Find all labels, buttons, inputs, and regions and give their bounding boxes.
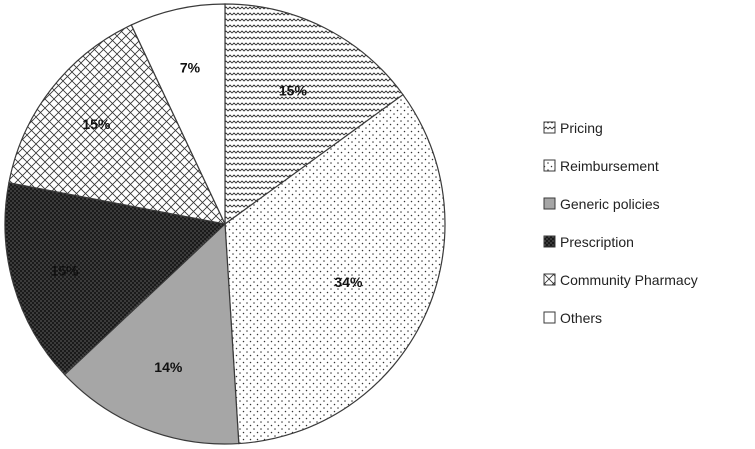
- slice-label-pricing: 15%: [279, 83, 308, 99]
- pie-slice-labels: 15% 34% 14% 15% 15% 7%: [50, 59, 363, 375]
- slice-label-reimbursement: 34%: [334, 274, 363, 290]
- pie-slice-others: [130, 3, 226, 225]
- pie-slice-prescription: [4, 182, 227, 376]
- pie-slice-generic-policies: [63, 222, 240, 445]
- legend-swatch-reimbursement: [543, 159, 556, 172]
- legend-label-pricing: Pricing: [560, 120, 603, 136]
- legend-label-community-pharmacy: Community Pharmacy: [560, 272, 698, 288]
- legend-label-prescription: Prescription: [560, 234, 634, 250]
- legend-swatch-pricing: [543, 121, 556, 134]
- slice-label-community-pharmacy: 15%: [82, 116, 111, 132]
- slice-label-prescription: 15%: [50, 263, 79, 279]
- slice-label-others: 7%: [180, 59, 201, 75]
- legend-label-reimbursement: Reimbursement: [560, 158, 659, 174]
- pie-slice-reimbursement: [224, 93, 446, 445]
- pie-slice-community-pharmacy: [8, 24, 227, 225]
- legend-swatch-generic-policies: [543, 197, 556, 210]
- legend: Pricing Reimbursement Generic policies Pres…: [543, 120, 698, 326]
- slice-label-generic-policies: 14%: [154, 359, 183, 375]
- legend-label-generic-policies: Generic policies: [560, 196, 660, 212]
- legend-swatch-prescription: [543, 235, 556, 248]
- legend-swatch-community-pharmacy: [543, 273, 556, 286]
- pie-slices: [4, 3, 446, 445]
- pie-slice-pricing: [224, 3, 404, 226]
- legend-label-others: Others: [560, 310, 602, 326]
- legend-swatch-others: [543, 311, 556, 324]
